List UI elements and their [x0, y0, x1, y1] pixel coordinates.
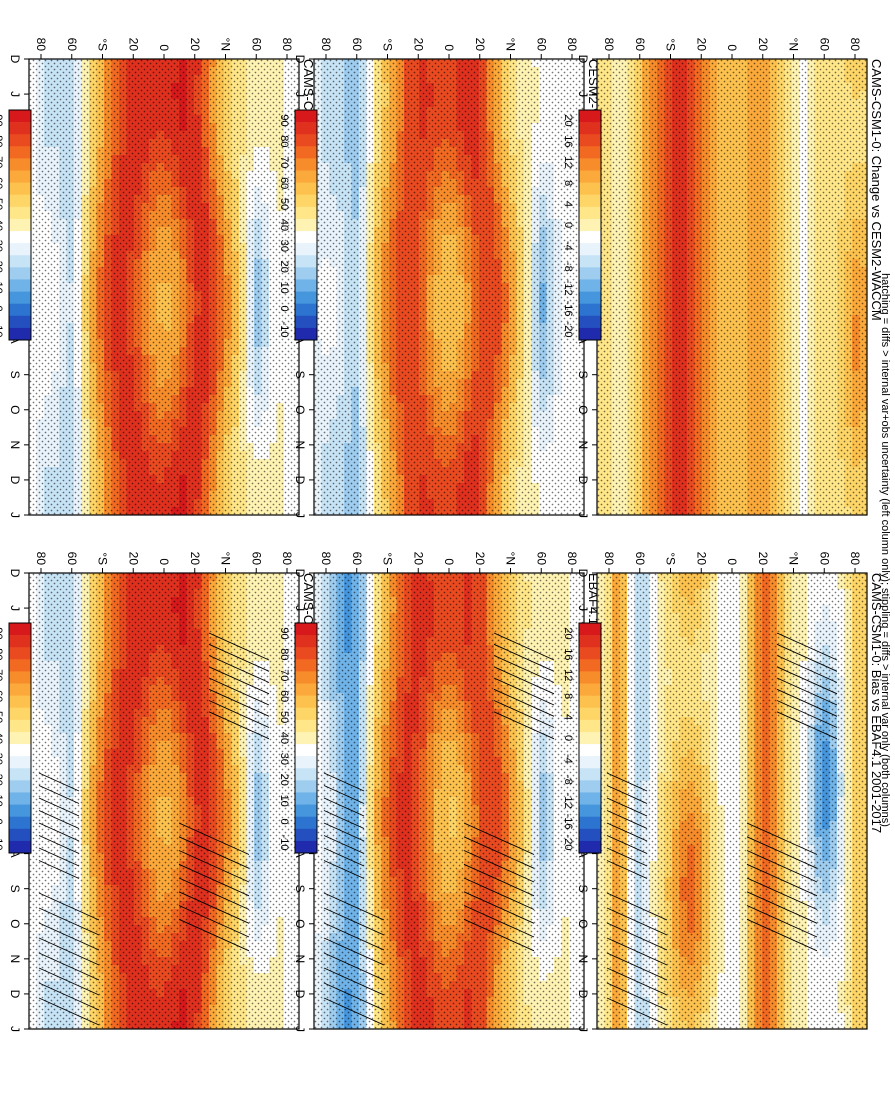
lat-label: 20	[188, 552, 202, 566]
lat-label: 60	[65, 552, 79, 566]
lat-label: 80	[280, 38, 294, 52]
heatmap-grid	[28, 573, 299, 1030]
month-label: J	[8, 91, 22, 97]
lat-label: 20	[126, 38, 140, 52]
heatmap-grid	[313, 573, 584, 1030]
month-label: D	[8, 990, 22, 999]
lat-label: 20	[126, 552, 140, 566]
month-label: D	[8, 569, 22, 578]
panel-left-top: CAMS-CSM1-0: Years 1980-1999 : rlns (W m…	[8, 552, 317, 1032]
lat-label: °N	[219, 38, 233, 51]
lat-label: °S	[96, 552, 110, 565]
month-label: S	[8, 885, 22, 893]
month-label: N	[8, 441, 22, 450]
stippling	[29, 573, 299, 1029]
lat-label: 80	[34, 552, 48, 566]
lat-label: 60	[249, 552, 263, 566]
month-label: J	[8, 605, 22, 611]
heatmap-grid	[28, 59, 299, 516]
lat-label: 60	[249, 38, 263, 52]
month-label: O	[8, 405, 22, 414]
lat-label: 20	[188, 38, 202, 52]
lat-label: 0	[157, 558, 171, 565]
lat-label: 80	[280, 552, 294, 566]
lat-label: °N	[219, 552, 233, 565]
month-label: D	[8, 476, 22, 485]
panel-left-mid: EBAF4.1 2001-2017 Uncer=15 W/m2 DJFMAMJJ…	[293, 552, 601, 1032]
month-label: S	[8, 371, 22, 379]
lat-label: 80	[34, 38, 48, 52]
panel-right-top: CAMS-CSM1-0: Years 1980-1999 : rlns (W m…	[8, 38, 317, 518]
month-label: N	[8, 955, 22, 964]
lat-label: °S	[96, 38, 110, 51]
stippling	[29, 59, 299, 515]
month-label: J	[8, 512, 22, 518]
month-label: O	[8, 919, 22, 928]
lat-label: 0	[157, 44, 171, 51]
month-label: J	[8, 1026, 22, 1032]
month-label: D	[8, 55, 22, 64]
lat-label: 60	[65, 38, 79, 52]
